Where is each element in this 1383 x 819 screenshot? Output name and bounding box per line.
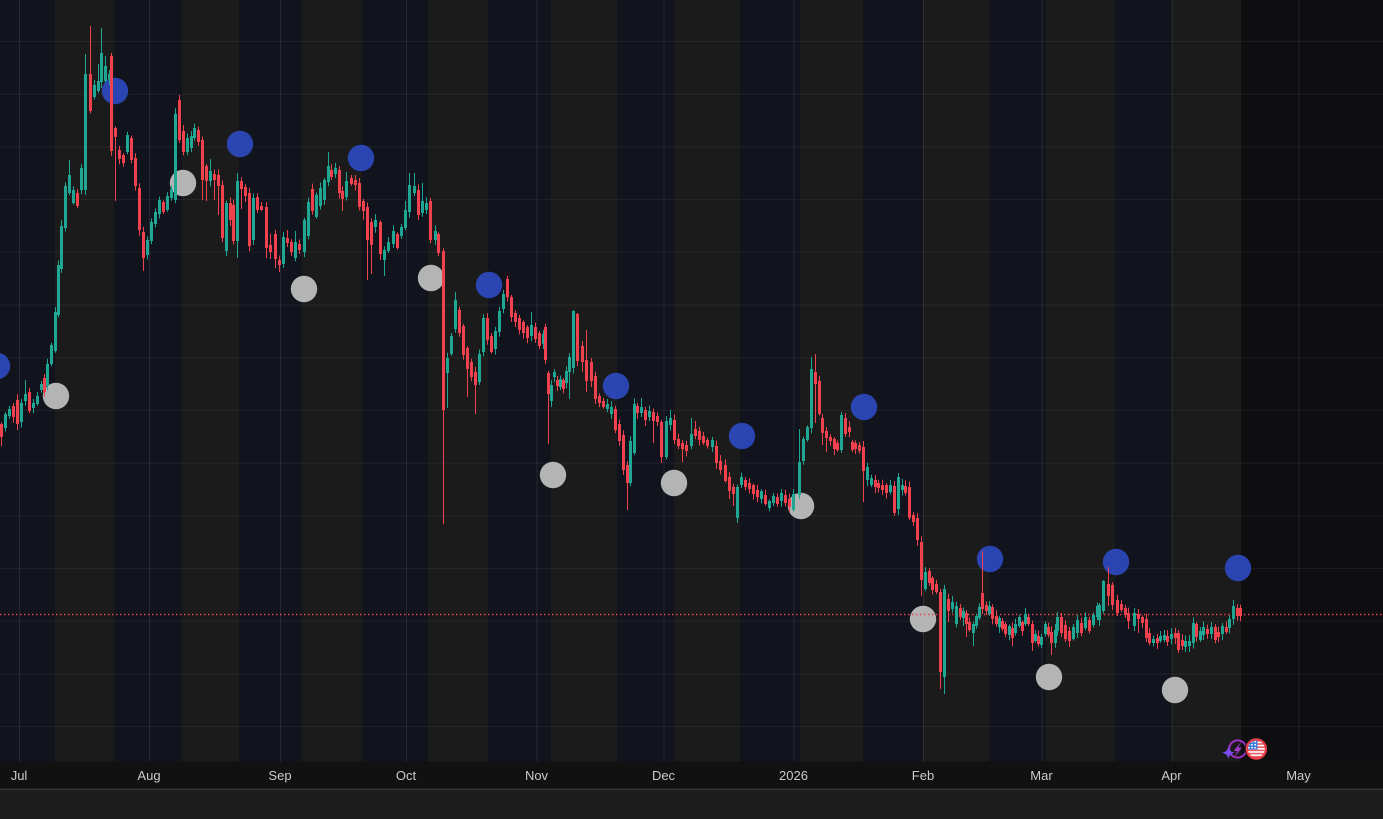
svg-text:Sep: Sep <box>268 768 291 783</box>
svg-text:Feb: Feb <box>912 768 934 783</box>
svg-text:2026: 2026 <box>779 768 808 783</box>
svg-text:Aug: Aug <box>137 768 160 783</box>
svg-text:Jul: Jul <box>11 768 28 783</box>
svg-text:May: May <box>1286 768 1311 783</box>
svg-text:Apr: Apr <box>1161 768 1182 783</box>
svg-text:Oct: Oct <box>396 768 417 783</box>
svg-text:Mar: Mar <box>1030 768 1053 783</box>
svg-text:Dec: Dec <box>652 768 676 783</box>
svg-text:Nov: Nov <box>525 768 549 783</box>
